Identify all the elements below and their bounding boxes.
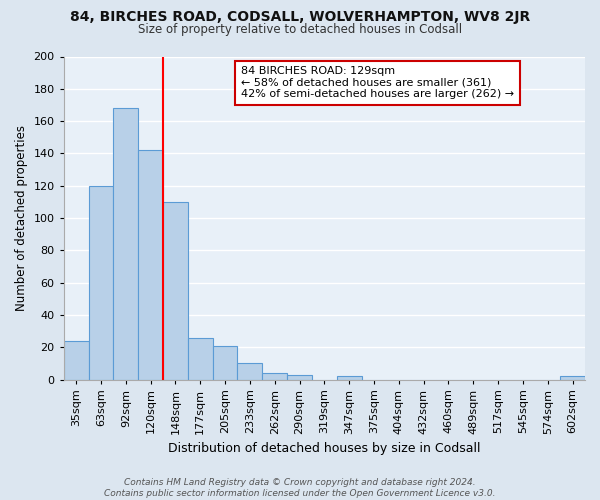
Bar xyxy=(89,186,113,380)
Text: Contains HM Land Registry data © Crown copyright and database right 2024.
Contai: Contains HM Land Registry data © Crown c… xyxy=(104,478,496,498)
Bar xyxy=(287,374,312,380)
Bar xyxy=(188,338,212,380)
Text: Size of property relative to detached houses in Codsall: Size of property relative to detached ho… xyxy=(138,22,462,36)
Bar xyxy=(212,346,238,380)
Bar xyxy=(337,376,362,380)
Bar xyxy=(163,202,188,380)
Text: 84, BIRCHES ROAD, CODSALL, WOLVERHAMPTON, WV8 2JR: 84, BIRCHES ROAD, CODSALL, WOLVERHAMPTON… xyxy=(70,10,530,24)
Bar xyxy=(262,373,287,380)
X-axis label: Distribution of detached houses by size in Codsall: Distribution of detached houses by size … xyxy=(168,442,481,455)
Bar xyxy=(238,364,262,380)
Text: 84 BIRCHES ROAD: 129sqm
← 58% of detached houses are smaller (361)
42% of semi-d: 84 BIRCHES ROAD: 129sqm ← 58% of detache… xyxy=(241,66,514,100)
Bar xyxy=(113,108,138,380)
Bar xyxy=(138,150,163,380)
Bar xyxy=(64,341,89,380)
Bar xyxy=(560,376,585,380)
Y-axis label: Number of detached properties: Number of detached properties xyxy=(15,125,28,311)
